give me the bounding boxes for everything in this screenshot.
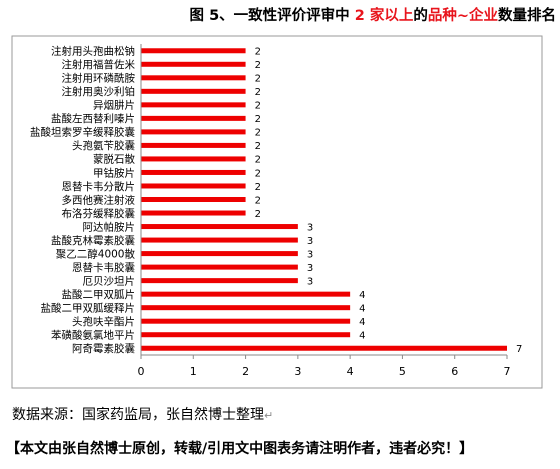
data-label: 7 <box>516 344 522 355</box>
category-label: 阿奇霉素胶囊 <box>72 342 135 355</box>
chart-area: 注射用头孢曲松钠 2 注射用福普佐米 2 注射用环磷酰胺 2 注射用奥沙利铂 2 异烟肼片 2 盐酸… <box>11 35 543 389</box>
bar <box>141 142 246 148</box>
title-part-1: 2 家以上 <box>354 8 414 24</box>
category-label: 厄贝沙坦片 <box>83 274 136 287</box>
x-tick-label: 0 <box>138 365 145 378</box>
category-label: 苯磺酸氨氯地平片 <box>51 329 135 342</box>
paragraph-mark-icon: ↵ <box>264 409 274 422</box>
bar <box>141 102 246 108</box>
category-label: 注射用头孢曲松钠 <box>51 45 135 58</box>
data-label: 2 <box>255 114 261 125</box>
data-label: 2 <box>255 155 261 166</box>
data-label: 2 <box>255 168 261 179</box>
bar <box>141 183 246 189</box>
category-label: 盐酸左西替利嗪片 <box>51 112 135 125</box>
data-label: 2 <box>255 195 261 206</box>
bar <box>141 251 298 257</box>
chart-title: 图 5、一致性评价评审中 2 家以上的品种~企业数量排名 <box>0 4 556 25</box>
bar <box>141 156 246 162</box>
data-label: 3 <box>307 276 313 287</box>
category-label: 盐酸克林霉素胶囊 <box>51 234 135 247</box>
data-label: 2 <box>255 209 261 220</box>
x-tick-label: 3 <box>294 365 301 378</box>
data-label: 2 <box>255 128 261 139</box>
bar <box>141 332 351 338</box>
data-label: 4 <box>359 290 365 301</box>
category-label: 注射用环磷酰胺 <box>62 72 136 85</box>
bar <box>141 129 246 135</box>
category-label: 布洛芬缓释胶囊 <box>62 207 136 220</box>
data-label: 2 <box>255 141 261 152</box>
data-source-label: 数据来源：国家药监局，张自然博士整理 <box>12 407 264 423</box>
bar <box>141 318 351 324</box>
data-label: 2 <box>255 47 261 58</box>
category-label: 恩替卡韦分散片 <box>62 180 136 193</box>
category-label: 头孢氨苄胶囊 <box>72 139 135 152</box>
data-label: 2 <box>255 87 261 98</box>
category-label: 异烟肼片 <box>93 99 135 112</box>
data-label: 3 <box>307 263 313 274</box>
bar <box>141 237 298 243</box>
x-tick-label: 2 <box>242 365 249 378</box>
category-label: 注射用福普佐米 <box>62 58 136 71</box>
data-label: 4 <box>359 317 365 328</box>
bar <box>141 305 351 311</box>
data-source-text: 数据来源：国家药监局，张自然博士整理↵ <box>12 404 273 424</box>
x-tick-label: 1 <box>190 365 197 378</box>
bar <box>141 197 246 202</box>
bar <box>141 88 246 94</box>
category-label: 阿达帕胺片 <box>83 220 136 233</box>
bar <box>141 345 507 351</box>
data-label: 3 <box>307 222 313 233</box>
x-tick-label: 5 <box>399 365 406 378</box>
x-tick-label: 6 <box>451 365 458 378</box>
category-label: 多西他赛注射液 <box>62 193 136 206</box>
bar <box>141 278 298 284</box>
title-part-3: 品种~企业 <box>427 8 498 24</box>
data-label: 2 <box>255 74 261 85</box>
chart-frame <box>11 35 543 389</box>
x-tick-label: 4 <box>347 365 354 378</box>
category-label: 盐酸二甲双胍片 <box>62 288 136 301</box>
category-label: 盐酸二甲双胍缓释片 <box>41 301 136 314</box>
title-part-2: 的 <box>413 8 428 24</box>
bar <box>141 75 246 81</box>
data-label: 3 <box>307 236 313 247</box>
data-label: 4 <box>359 303 365 314</box>
title-part-0: 图 5、一致性评价评审中 <box>189 8 355 24</box>
title-part-4: 数量排名 <box>498 8 556 24</box>
data-label: 2 <box>255 182 261 193</box>
category-label: 头孢呋辛酯片 <box>72 315 135 328</box>
bar <box>141 291 351 297</box>
category-label: 注射用奥沙利铂 <box>62 85 136 98</box>
bar <box>141 115 246 121</box>
x-tick-label: 7 <box>504 365 511 378</box>
copyright-note: 【本文由张自然博士原创，转载/引用文中图表务请注明作者，违者必究！】 <box>6 441 474 457</box>
data-label: 2 <box>255 60 261 71</box>
bar <box>141 210 246 216</box>
data-label: 3 <box>307 249 313 260</box>
bar <box>141 264 298 270</box>
bar <box>141 61 246 67</box>
data-label: 4 <box>359 331 365 342</box>
bar <box>141 48 246 54</box>
category-label: 聚乙二醇4000散 <box>56 247 136 260</box>
data-label: 2 <box>255 101 261 112</box>
bar <box>141 169 246 175</box>
bar <box>141 224 298 230</box>
category-label: 蒙脱石散 <box>93 153 135 166</box>
category-label: 盐酸坦索罗辛缓释胶囊 <box>30 126 135 139</box>
category-label: 恩替卡韦胶囊 <box>72 261 135 274</box>
category-label: 甲钴胺片 <box>93 166 135 179</box>
